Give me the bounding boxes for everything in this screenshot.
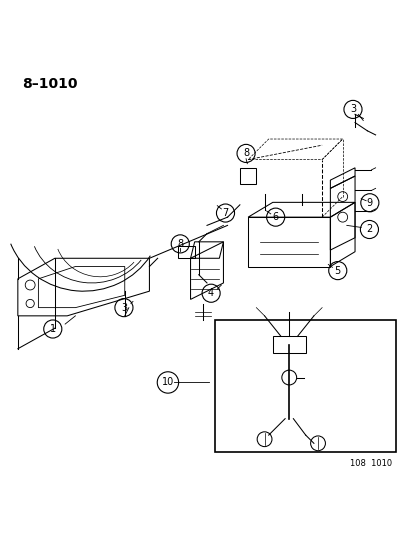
Text: 2: 2 xyxy=(366,224,372,235)
Text: 7: 7 xyxy=(222,208,228,218)
Text: 8–1010: 8–1010 xyxy=(22,77,77,91)
Text: 8: 8 xyxy=(177,239,183,249)
Text: 6: 6 xyxy=(272,212,278,222)
Text: 8: 8 xyxy=(242,148,249,158)
Text: 3: 3 xyxy=(349,104,355,115)
Text: 10: 10 xyxy=(161,377,173,387)
Text: 9: 9 xyxy=(366,198,372,208)
Text: 108  1010: 108 1010 xyxy=(349,459,391,468)
Text: 1: 1 xyxy=(50,324,56,334)
Text: 3: 3 xyxy=(121,303,127,313)
Text: 5: 5 xyxy=(334,265,340,276)
Text: 4: 4 xyxy=(208,288,214,298)
